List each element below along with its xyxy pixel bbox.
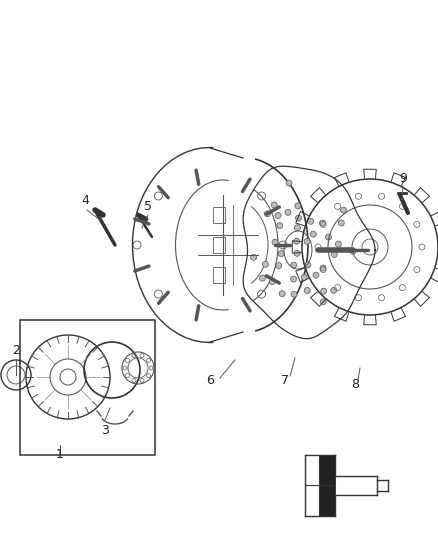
Circle shape — [320, 299, 326, 305]
Circle shape — [275, 213, 281, 219]
Circle shape — [310, 231, 316, 237]
Circle shape — [308, 219, 314, 224]
Circle shape — [313, 272, 319, 278]
Text: 4: 4 — [81, 193, 89, 206]
Circle shape — [350, 248, 356, 254]
Circle shape — [340, 207, 346, 213]
Circle shape — [295, 203, 301, 209]
Circle shape — [325, 234, 332, 240]
Circle shape — [290, 276, 297, 282]
Text: 8: 8 — [351, 378, 359, 392]
Circle shape — [279, 290, 285, 297]
Circle shape — [304, 287, 310, 293]
Circle shape — [259, 275, 265, 281]
Circle shape — [304, 238, 310, 244]
Circle shape — [262, 261, 268, 267]
Circle shape — [285, 209, 291, 215]
Text: 7: 7 — [281, 374, 289, 386]
Circle shape — [276, 263, 282, 269]
Circle shape — [272, 239, 278, 245]
Text: 6: 6 — [206, 374, 214, 386]
Bar — [20, 320, 155, 455]
Circle shape — [321, 288, 327, 294]
Circle shape — [251, 254, 257, 260]
Circle shape — [291, 262, 297, 268]
Circle shape — [286, 180, 292, 186]
Bar — [319, 485, 335, 515]
Circle shape — [331, 252, 337, 257]
Text: 1: 1 — [56, 448, 64, 462]
Text: 3: 3 — [101, 424, 109, 437]
Circle shape — [296, 215, 301, 221]
Text: 9: 9 — [399, 172, 407, 184]
Circle shape — [294, 225, 300, 231]
Circle shape — [320, 265, 326, 271]
Circle shape — [301, 274, 307, 280]
Circle shape — [269, 279, 276, 285]
Bar — [213, 237, 225, 253]
Text: 2: 2 — [12, 343, 20, 357]
Circle shape — [336, 241, 341, 247]
Bar — [213, 267, 225, 283]
Text: 5: 5 — [144, 200, 152, 214]
Circle shape — [278, 251, 284, 257]
Circle shape — [294, 251, 300, 256]
Circle shape — [293, 238, 300, 244]
Circle shape — [265, 211, 270, 217]
Circle shape — [271, 202, 277, 208]
Circle shape — [338, 220, 344, 226]
Circle shape — [291, 292, 297, 297]
Bar — [213, 207, 225, 223]
Circle shape — [277, 223, 283, 229]
Circle shape — [331, 287, 337, 293]
Bar — [319, 455, 335, 485]
Circle shape — [305, 262, 311, 268]
Circle shape — [319, 220, 325, 226]
